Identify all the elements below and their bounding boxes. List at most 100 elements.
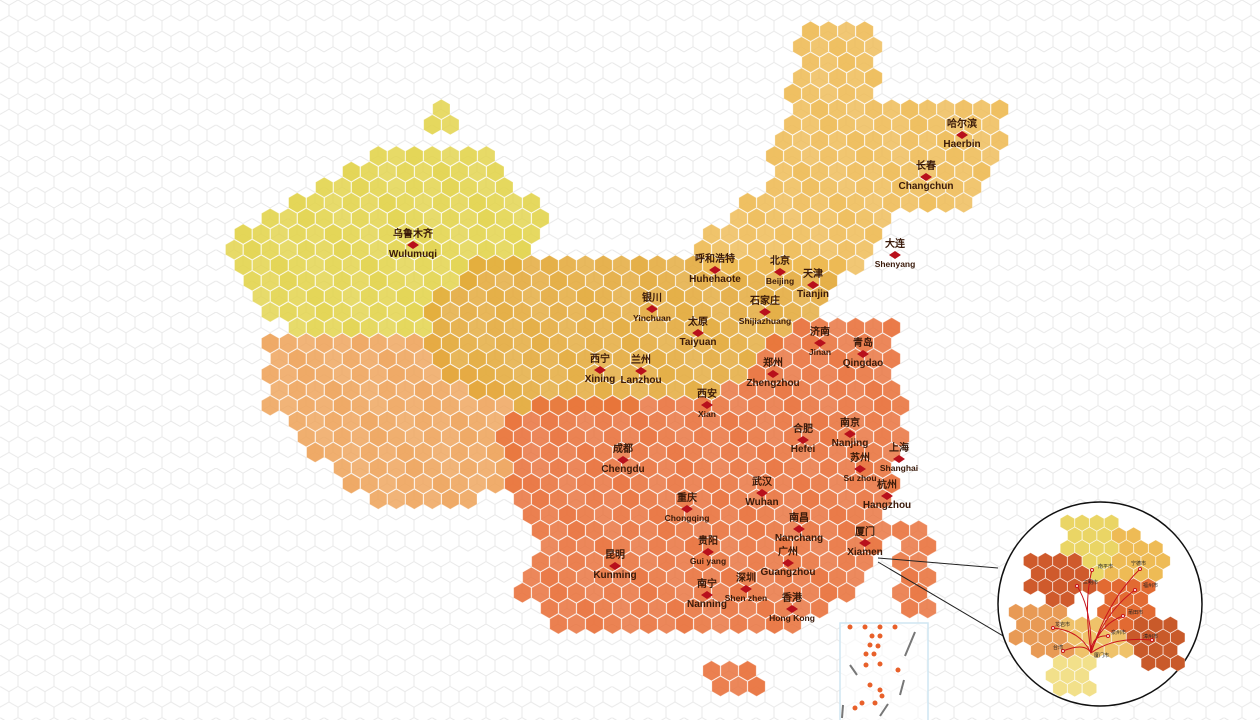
hex-tile [504,348,523,370]
city-name-en: Yinchuan [633,313,671,323]
city-marker-icon [608,562,621,570]
city-shenyang[interactable]: 大连 Shenyang [875,240,916,269]
hex-tile [324,317,343,339]
city-jinan[interactable]: 济南 Jinan [809,328,831,357]
city-gui-yang[interactable]: 贵阳 Gui yang [690,537,726,566]
city-wuhan[interactable]: 武汉 Wuhan [745,478,778,508]
hex-tile [405,145,424,167]
hex-tile [765,332,784,354]
hex-tile [765,207,784,229]
hex-tile [549,270,568,292]
city-hong-kong[interactable]: 香港 Hong Kong [769,594,815,623]
hex-tile [801,114,820,136]
hex-tile [675,426,694,448]
inset-hex-tile [1104,641,1119,659]
hex-tile [846,379,865,401]
inset-hex-tile [1060,539,1075,557]
city-marker-icon [892,455,905,463]
city-lanzhou[interactable]: 兰州 Lanzhou [620,356,661,386]
city-name-zh: 昆明 [604,550,625,561]
hex-tile [603,395,622,417]
hex-tile [567,332,586,354]
inset-city-dot [1150,638,1154,642]
hex-tile [819,176,838,198]
hex-tile [666,473,685,495]
city-nanchang[interactable]: 南昌 Nanchang [775,514,823,544]
city-marker-icon [785,605,798,613]
hex-tile [747,426,766,448]
city-hefei[interactable]: 合肥 Hefei [791,425,815,455]
city-kunming[interactable]: 昆明 Kunming [593,551,636,581]
hex-tile [720,535,739,557]
hex-tile [315,363,334,385]
hex-tile [909,582,928,604]
hex-tile [396,441,415,463]
city-wulumuqi[interactable]: 乌鲁木齐 Wulumuqi [389,230,437,260]
city-yinchuan[interactable]: 银川 Yinchuan [633,294,671,323]
hex-tile [261,301,280,323]
hex-tile [855,239,874,261]
inset-hex-tile [1126,628,1141,647]
city-nanning[interactable]: 南宁 Nanning [687,580,727,610]
hex-tile [297,363,316,385]
city-shijiazhuang[interactable]: 石家庄 Shijiazhuang [739,297,791,326]
hex-tile [387,207,406,229]
inset-hex-tile [1133,565,1149,583]
city-hangzhou[interactable]: 杭州 Hangzhou [863,481,911,511]
hex-tile [891,395,910,417]
hex-tile [288,223,307,245]
inset-hex-tile [1111,552,1127,570]
city-chengdu[interactable]: 成都 Chengdu [601,445,644,475]
city-qingdao[interactable]: 青岛 Qingdao [843,339,884,369]
hex-tile [675,395,694,417]
hex-tile [747,613,766,635]
hex-tile [342,441,361,463]
inset-hex-tile [1133,616,1149,634]
hex-tile [729,519,748,541]
city-shen-zhen[interactable]: 深圳 Shen zhen [725,574,768,603]
city-beijing[interactable]: 北京 Beijing [766,257,794,286]
hex-tile [576,379,595,401]
hex-tile [459,332,478,354]
hex-tile [342,317,361,339]
city-name-en: Chengdu [601,464,645,475]
inset-hex-tile [1126,552,1141,570]
hex-tile [801,582,820,604]
city-changchun[interactable]: 长春 Changchun [899,162,954,192]
city-xining[interactable]: 西宁 Xining [585,355,616,385]
hex-tile [612,379,631,401]
city-taiyuan[interactable]: 太原 Taiyuan [679,318,716,348]
hex-tile [819,519,838,541]
hex-tile [684,473,703,495]
region-northwest [225,145,550,339]
hex-tile [450,223,469,245]
city-chongqing[interactable]: 重庆 Chongqing [665,494,710,523]
hex-tile [522,192,541,214]
hex-tile [513,488,532,510]
city-name-zh: 哈尔滨 [946,119,977,130]
city-huhehaote[interactable]: 呼和浩特 Huhehaote [689,255,741,285]
inset-hex-tile [1118,590,1134,608]
hex-tile [513,582,532,604]
inset-hex-tile [1045,641,1061,659]
hex-tile [855,395,874,417]
city-su-zhou[interactable]: 苏州 Su zhou [843,454,876,483]
hex-tile [549,363,568,385]
city-xian[interactable]: 西安 Xian [697,390,717,419]
city-tianjin[interactable]: 天津 Tianjin [797,270,829,300]
hex-tile [828,192,847,214]
hex-tile [567,395,586,417]
hex-tile [801,488,820,510]
city-haerbin[interactable]: 哈尔滨 Haerbin [943,120,980,150]
city-xiamen[interactable]: 厦门 Xiamen [847,528,883,558]
hex-tile [801,363,820,385]
hex-tile [738,660,757,682]
city-shanghai[interactable]: 上海 Shanghai [880,444,918,473]
city-nanjing[interactable]: 南京 Nanjing [832,419,869,449]
hex-tile [315,301,334,323]
hex-tile [702,597,721,619]
city-guangzhou[interactable]: 广州 Guangzhou [761,548,816,578]
mini-chart-dash [841,704,844,719]
city-zhengzhou[interactable]: 郑州 Zhengzhou [746,359,799,389]
hex-tile [828,473,847,495]
